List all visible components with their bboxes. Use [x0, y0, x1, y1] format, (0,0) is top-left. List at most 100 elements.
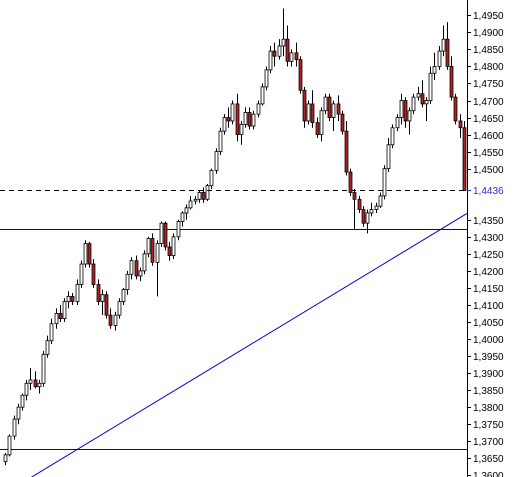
candle-9 [41, 350, 46, 387]
candle-8 [37, 379, 42, 394]
candle-13 [58, 304, 63, 322]
candle-92 [390, 124, 395, 149]
candle-body [54, 313, 59, 325]
candle-body [7, 435, 12, 456]
candle-15 [66, 291, 71, 309]
candle-body [125, 273, 130, 291]
candle-82 [348, 168, 353, 196]
candle-body [361, 209, 366, 224]
candle-body [96, 284, 101, 302]
candle-65 [277, 39, 282, 60]
candle-96 [407, 107, 412, 135]
candle-body [12, 418, 17, 437]
candle-body [407, 110, 412, 122]
candle-32 [138, 267, 143, 282]
candle-56 [239, 120, 244, 145]
candle-body [294, 52, 299, 61]
candle-61 [260, 83, 265, 106]
candle-body [159, 222, 164, 245]
candle-7 [33, 371, 38, 389]
candle-body [272, 50, 277, 57]
candle-18 [79, 260, 84, 288]
candle-84 [357, 195, 362, 213]
candle-6 [28, 367, 33, 391]
candle-107 [453, 93, 458, 125]
candle-106 [449, 56, 454, 101]
candle-42 [180, 211, 185, 227]
y-tick-label: 1,4350 [473, 216, 504, 227]
y-tick-label: 1,3600 [473, 471, 504, 477]
candle-body [138, 270, 143, 277]
candle-77 [327, 93, 332, 121]
trendline [30, 213, 468, 477]
candle-body [243, 112, 248, 125]
candle-body [315, 122, 320, 135]
candle-63 [268, 45, 273, 74]
candle-body [193, 198, 198, 202]
candle-54 [230, 100, 235, 125]
candle-body [184, 207, 189, 214]
y-tick-label: 1,3950 [473, 352, 504, 363]
candle-20 [87, 241, 92, 268]
candle-body [289, 52, 294, 62]
candle-51 [218, 127, 223, 156]
candle-body [416, 93, 421, 98]
candle-1 [7, 434, 12, 457]
candle-body [113, 314, 118, 326]
candle-74 [315, 117, 320, 138]
candle-71 [302, 86, 307, 128]
candle-76 [323, 93, 328, 115]
candle-body [327, 96, 332, 118]
candle-12 [54, 308, 59, 329]
plot-area [0, 0, 467, 477]
candle-body [214, 151, 219, 171]
candle-body [235, 103, 240, 135]
candle-body [403, 100, 408, 122]
candle-14 [62, 298, 67, 322]
candle-body [268, 50, 273, 71]
candle-body [399, 100, 404, 118]
candle-body [344, 130, 349, 173]
candle-body [197, 192, 202, 200]
candle-body [285, 38, 290, 62]
candle-19 [83, 240, 88, 268]
candle-81 [344, 120, 349, 176]
candle-body [205, 185, 210, 200]
candle-43 [184, 204, 189, 220]
candle-body [100, 294, 105, 302]
y-tick-label: 1,4800 [473, 62, 504, 73]
candle-55 [235, 93, 240, 142]
candle-body [62, 301, 67, 319]
candle-body [180, 212, 185, 222]
y-tick-label: 1,4050 [473, 318, 504, 329]
candle-57 [243, 107, 248, 128]
candle-48 [205, 183, 210, 202]
y-tick-label: 1,4250 [473, 250, 504, 261]
candle-72 [306, 100, 311, 125]
candle-44 [188, 195, 193, 210]
candle-body [247, 112, 252, 127]
y-tick-label: 1,4300 [473, 233, 504, 244]
candle-28 [121, 287, 126, 305]
trendline-group [30, 213, 468, 477]
y-tick-label: 1,3900 [473, 369, 504, 380]
candle-body [458, 120, 463, 129]
candle-101 [428, 66, 433, 104]
candle-body [302, 89, 307, 122]
candle-90 [382, 165, 387, 200]
candle-body [188, 200, 193, 209]
candle-86 [365, 209, 370, 234]
candle-10 [45, 335, 50, 358]
candle-body [3, 454, 8, 463]
candle-25 [108, 308, 113, 329]
candle-body [277, 45, 282, 57]
candle-69 [294, 42, 299, 67]
candle-body [256, 103, 261, 115]
candle-body [79, 263, 84, 285]
candle-body [222, 117, 227, 132]
candle-body [209, 169, 214, 187]
candle-49 [209, 168, 214, 190]
candle-50 [214, 148, 219, 174]
candle-98 [416, 86, 421, 101]
candle-21 [91, 258, 96, 288]
